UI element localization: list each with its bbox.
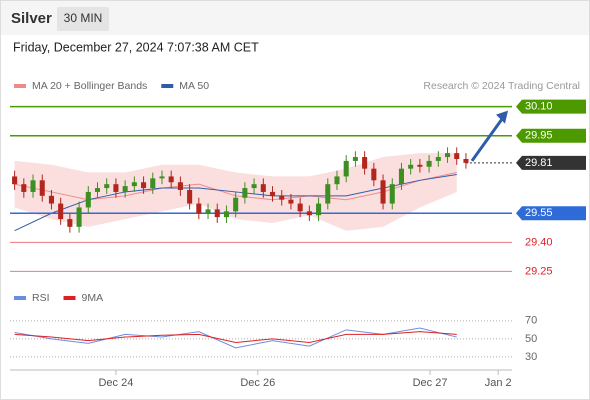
candle-body bbox=[187, 190, 193, 204]
candle-body bbox=[94, 188, 101, 192]
candle-body bbox=[242, 188, 248, 198]
candle-body bbox=[288, 199, 294, 204]
candle-body bbox=[426, 160, 432, 167]
x-tick-label: Jan 2 bbox=[485, 377, 512, 389]
legend-label: MA 20 + Bollinger Bands bbox=[32, 80, 147, 92]
candle-body bbox=[269, 191, 276, 196]
candle-body bbox=[12, 176, 18, 185]
candle-body bbox=[150, 178, 156, 189]
candle-body bbox=[371, 168, 377, 181]
candle-body bbox=[141, 182, 147, 189]
candle-body bbox=[48, 195, 54, 204]
candle-body bbox=[260, 184, 266, 192]
candle-body bbox=[334, 176, 340, 185]
candle-body bbox=[279, 195, 285, 200]
level-label: 29.25 bbox=[525, 265, 553, 277]
candle-body bbox=[297, 203, 303, 212]
legend-swatch bbox=[14, 296, 26, 300]
candle-body bbox=[463, 158, 469, 163]
candle-body bbox=[398, 168, 405, 185]
candle-body bbox=[389, 184, 395, 204]
title: Silver bbox=[11, 10, 52, 27]
x-tick-label: Dec 24 bbox=[98, 377, 133, 389]
candle-body bbox=[380, 180, 386, 204]
level-label: 29.40 bbox=[525, 236, 553, 248]
candle-body bbox=[21, 184, 27, 192]
forecast-arrow bbox=[470, 116, 505, 162]
candle-body bbox=[177, 182, 183, 190]
y-tick-label: 70 bbox=[525, 315, 537, 327]
interval-badge[interactable] bbox=[57, 7, 109, 31]
candle-body bbox=[214, 209, 220, 218]
candle-body bbox=[39, 180, 45, 196]
level-label: 30.10 bbox=[525, 101, 553, 113]
candle-body bbox=[408, 164, 414, 169]
y-tick-label: 50 bbox=[525, 333, 537, 345]
level-label: 29.55 bbox=[525, 207, 553, 219]
y-tick-label: 30 bbox=[525, 351, 537, 363]
candle-body bbox=[113, 184, 119, 192]
candle-body bbox=[223, 211, 229, 218]
timestamp: Friday, December 27, 2024 7:07:38 AM CET bbox=[13, 40, 259, 54]
level-tag bbox=[516, 128, 586, 143]
legend-swatch bbox=[63, 296, 76, 300]
candle-body bbox=[444, 153, 451, 158]
x-tick-label: Dec 27 bbox=[413, 377, 448, 389]
candle-body bbox=[122, 186, 128, 192]
level-label: 29.81 bbox=[525, 157, 553, 169]
credit: Research © 2024 Trading Central bbox=[423, 80, 580, 92]
candle-body bbox=[233, 197, 239, 212]
candle-body bbox=[104, 184, 110, 189]
candle-body bbox=[306, 211, 312, 216]
candle-body bbox=[454, 153, 460, 159]
candle-body bbox=[168, 176, 174, 183]
candle-body bbox=[76, 207, 82, 227]
level-tag bbox=[516, 99, 586, 114]
legend-label: RSI bbox=[32, 292, 50, 304]
candle-body bbox=[85, 191, 91, 208]
candle-body bbox=[30, 180, 36, 192]
legend-swatch bbox=[14, 84, 26, 88]
level-tag bbox=[516, 206, 586, 221]
candle-body bbox=[352, 157, 358, 161]
legend-swatch bbox=[161, 84, 174, 88]
candle-body bbox=[196, 203, 202, 214]
candle-body bbox=[131, 182, 137, 187]
legend-label: MA 50 bbox=[179, 80, 209, 92]
forecast-arrow-head bbox=[496, 110, 508, 124]
candle-body bbox=[316, 203, 322, 216]
candle-body bbox=[67, 219, 73, 227]
candle-body bbox=[362, 157, 368, 169]
candle-body bbox=[205, 209, 211, 214]
x-tick-label: Dec 26 bbox=[240, 377, 275, 389]
level-tag bbox=[516, 155, 586, 170]
candle-body bbox=[325, 184, 331, 204]
candle-body bbox=[417, 164, 423, 167]
candle-body bbox=[159, 176, 165, 179]
candle-body bbox=[343, 160, 349, 177]
candle-body bbox=[251, 184, 257, 189]
candle-body bbox=[435, 157, 441, 161]
interval[interactable]: 30 MIN bbox=[64, 11, 103, 25]
candle-body bbox=[58, 203, 64, 220]
indicator-line bbox=[14, 331, 457, 343]
level-label: 29.95 bbox=[525, 130, 553, 142]
legend-label: 9MA bbox=[82, 292, 104, 304]
